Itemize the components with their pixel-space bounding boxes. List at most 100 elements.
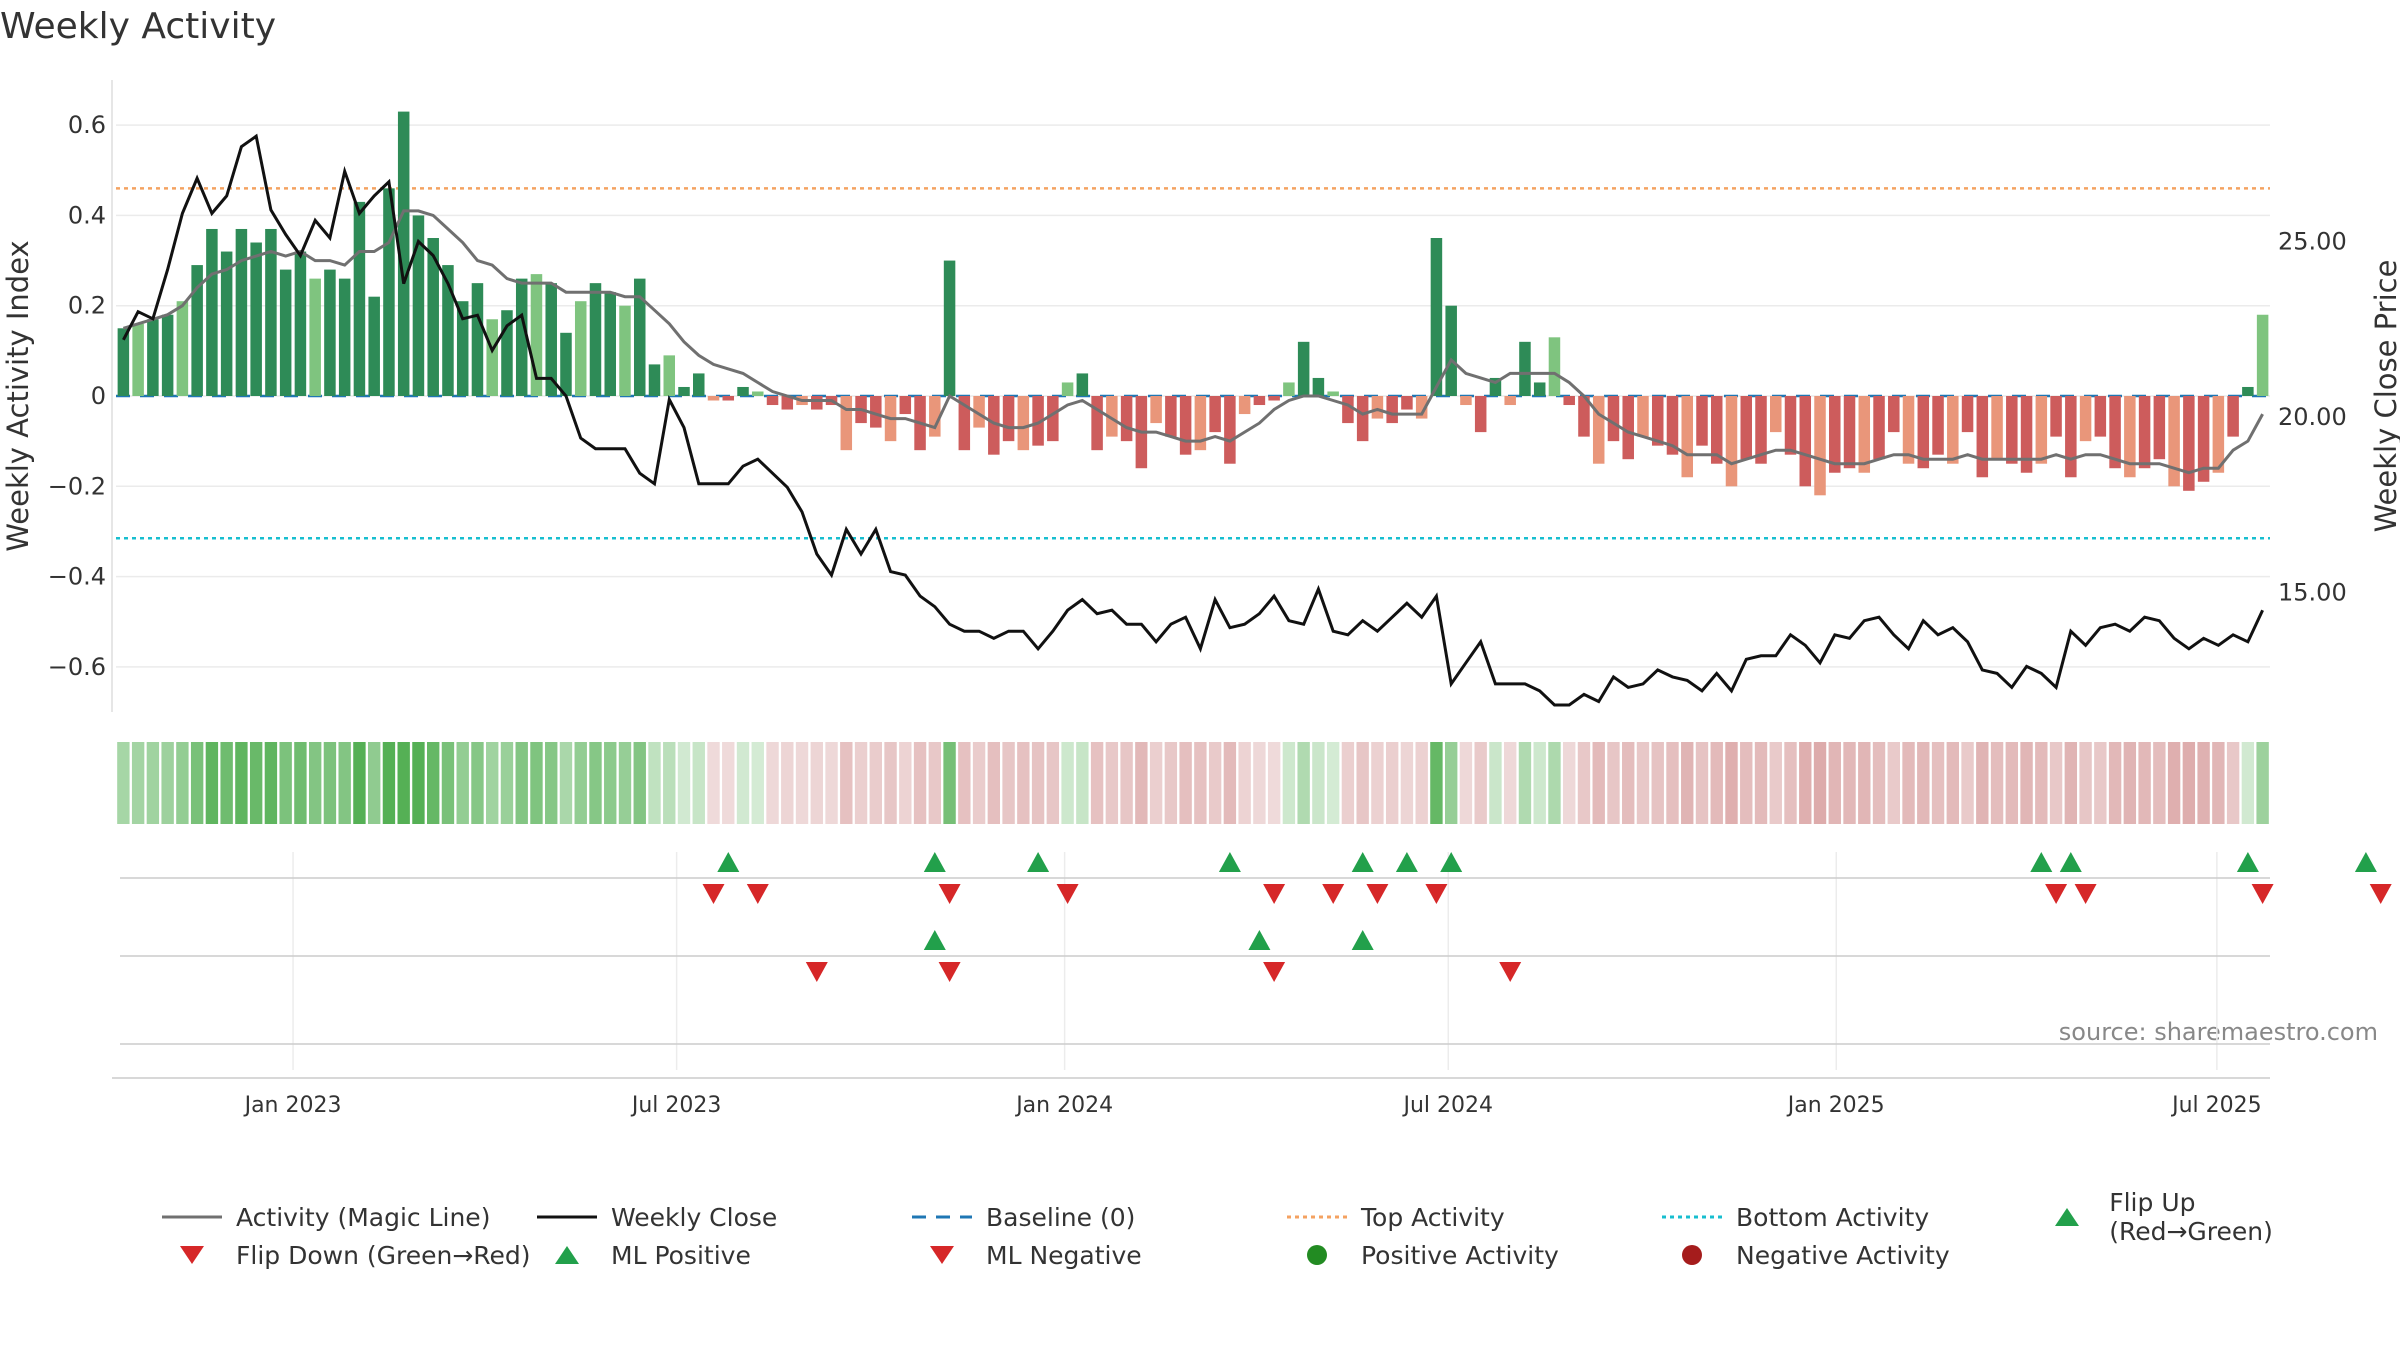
activity-bar: [132, 323, 144, 396]
y-tick-label-left: 0.4: [68, 201, 106, 229]
activity-bar: [1666, 396, 1679, 455]
heat-cell: [1459, 742, 1473, 824]
heat-cell: [1518, 742, 1532, 824]
heat-cell: [2256, 742, 2269, 824]
heat-cell: [825, 742, 838, 824]
heat-cell: [1444, 742, 1458, 824]
x-tick-label: Jan 2023: [243, 1093, 342, 1118]
heat-cell: [854, 742, 868, 824]
heat-cell: [663, 742, 676, 824]
activity-bar: [1607, 396, 1620, 442]
legend-item-top-activity: Top Activity: [1285, 1198, 1505, 1236]
heat-cell: [2108, 742, 2122, 824]
legend-swatch-bottom-activity: [1660, 1207, 1724, 1227]
legend-label: Activity (Magic Line): [236, 1202, 491, 1232]
activity-bar: [1755, 396, 1767, 464]
activity-bar: [811, 396, 823, 410]
activity-bar: [1991, 396, 2003, 460]
heat-cell: [1002, 742, 1015, 824]
activity-bar: [1179, 396, 1192, 455]
activity-bar: [1002, 396, 1015, 442]
activity-bar: [1681, 396, 1693, 478]
activity-bar: [1784, 396, 1797, 455]
ml-negative-marker: [1263, 962, 1286, 982]
heat-cell: [1031, 742, 1045, 824]
legend-swatch-ml-positive: [535, 1245, 599, 1265]
heat-cell: [515, 742, 528, 824]
heat-cell: [1961, 742, 1974, 824]
heat-cell: [1887, 742, 1900, 824]
activity-bar: [147, 319, 159, 396]
ml-negative-marker: [1499, 962, 1522, 982]
activity-bar: [2065, 396, 2077, 478]
activity-bar: [958, 396, 971, 451]
heat-cell: [1695, 742, 1709, 824]
activity-bar: [1696, 396, 1708, 446]
activity-bar: [1533, 382, 1546, 396]
magic-line: [122, 209, 2264, 475]
heat-cell: [1740, 742, 1753, 824]
activity-bar: [1932, 396, 1944, 455]
activity-bar: [2079, 396, 2092, 442]
heat-cell: [2094, 742, 2107, 824]
heat-cell: [308, 742, 322, 824]
heat-cell: [884, 742, 897, 824]
heat-cell: [1636, 742, 1650, 824]
activity-bar: [1106, 396, 1118, 437]
activity-bar: [1917, 396, 1930, 469]
heat-cell: [928, 742, 942, 824]
heat-cell: [353, 742, 366, 824]
heat-cell: [692, 742, 705, 824]
legend-swatch-baseline: [910, 1207, 974, 1227]
activity-bar: [471, 283, 484, 396]
activity-bar: [383, 188, 395, 396]
legend-item-negative-activity: Negative Activity: [1660, 1236, 1950, 1274]
heat-cell: [2020, 742, 2033, 824]
activity-bar: [648, 364, 661, 396]
heat-cell: [1474, 742, 1487, 824]
flip-down-marker: [2369, 884, 2392, 904]
activity-bar: [2256, 314, 2269, 396]
activity-bar: [486, 319, 498, 396]
activity-bar: [1268, 396, 1280, 401]
activity-bar: [766, 396, 779, 406]
heat-cell: [235, 742, 248, 824]
flip-up-marker: [1395, 852, 1418, 872]
heat-cell: [1843, 742, 1856, 824]
heat-cell: [382, 742, 396, 824]
flip-down-marker: [1425, 884, 1448, 904]
heat-cell: [1371, 742, 1384, 824]
heat-cell: [2123, 742, 2137, 824]
heat-cell: [338, 742, 351, 824]
heat-cell: [604, 742, 617, 824]
flip-up-marker: [2236, 852, 2259, 872]
heat-cell: [618, 742, 632, 824]
activity-bar: [988, 396, 1000, 455]
activity-bar: [1770, 396, 1782, 433]
activity-bar: [338, 278, 351, 396]
heat-cell: [471, 742, 484, 824]
heat-cell: [1754, 742, 1768, 824]
legend-item-bottom-activity: Bottom Activity: [1660, 1198, 1929, 1236]
flip-down-marker: [702, 884, 725, 904]
heat-cell: [2212, 742, 2225, 824]
ml-negative-marker: [805, 962, 828, 982]
activity-bar: [899, 396, 912, 415]
heat-cell: [1282, 742, 1296, 824]
heat-cell: [589, 742, 602, 824]
activity-bar: [1253, 396, 1266, 406]
heat-cell: [530, 742, 543, 824]
flip-up-marker: [1351, 852, 1374, 872]
heat-cell: [958, 742, 971, 824]
legend-label: Flip Down (Green→Red): [236, 1240, 531, 1270]
heat-cell: [2064, 742, 2078, 824]
flip-down-marker: [2074, 884, 2097, 904]
activity-bar: [1209, 396, 1221, 433]
heat-cell: [1769, 742, 1782, 824]
heat-cell: [131, 742, 145, 824]
activity-bar: [633, 278, 646, 396]
heat-cell: [412, 742, 425, 824]
activity-bar: [2094, 396, 2107, 437]
legend-item-flip-up: Flip Up (Red→Green): [2035, 1188, 2360, 1246]
legend-label: ML Negative: [986, 1240, 1142, 1270]
